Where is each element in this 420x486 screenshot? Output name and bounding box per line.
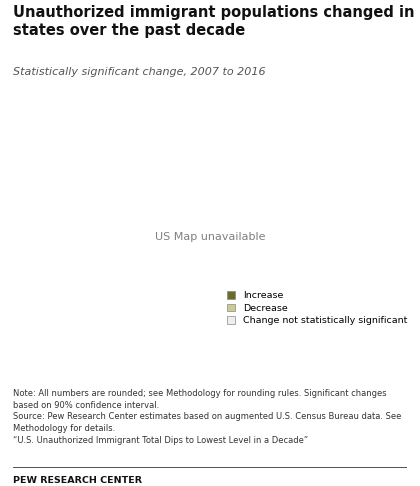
Text: PEW RESEARCH CENTER: PEW RESEARCH CENTER <box>13 476 142 485</box>
Text: Note: All numbers are rounded; see Methodology for rounding rules. Significant c: Note: All numbers are rounded; see Metho… <box>13 389 401 445</box>
Text: Statistically significant change, 2007 to 2016: Statistically significant change, 2007 t… <box>13 68 265 77</box>
Legend: Increase, Decrease, Change not statistically significant: Increase, Decrease, Change not statistic… <box>227 292 407 325</box>
Text: Unauthorized immigrant populations changed in 15
states over the past decade: Unauthorized immigrant populations chang… <box>13 5 420 38</box>
Text: US Map unavailable: US Map unavailable <box>155 232 265 242</box>
